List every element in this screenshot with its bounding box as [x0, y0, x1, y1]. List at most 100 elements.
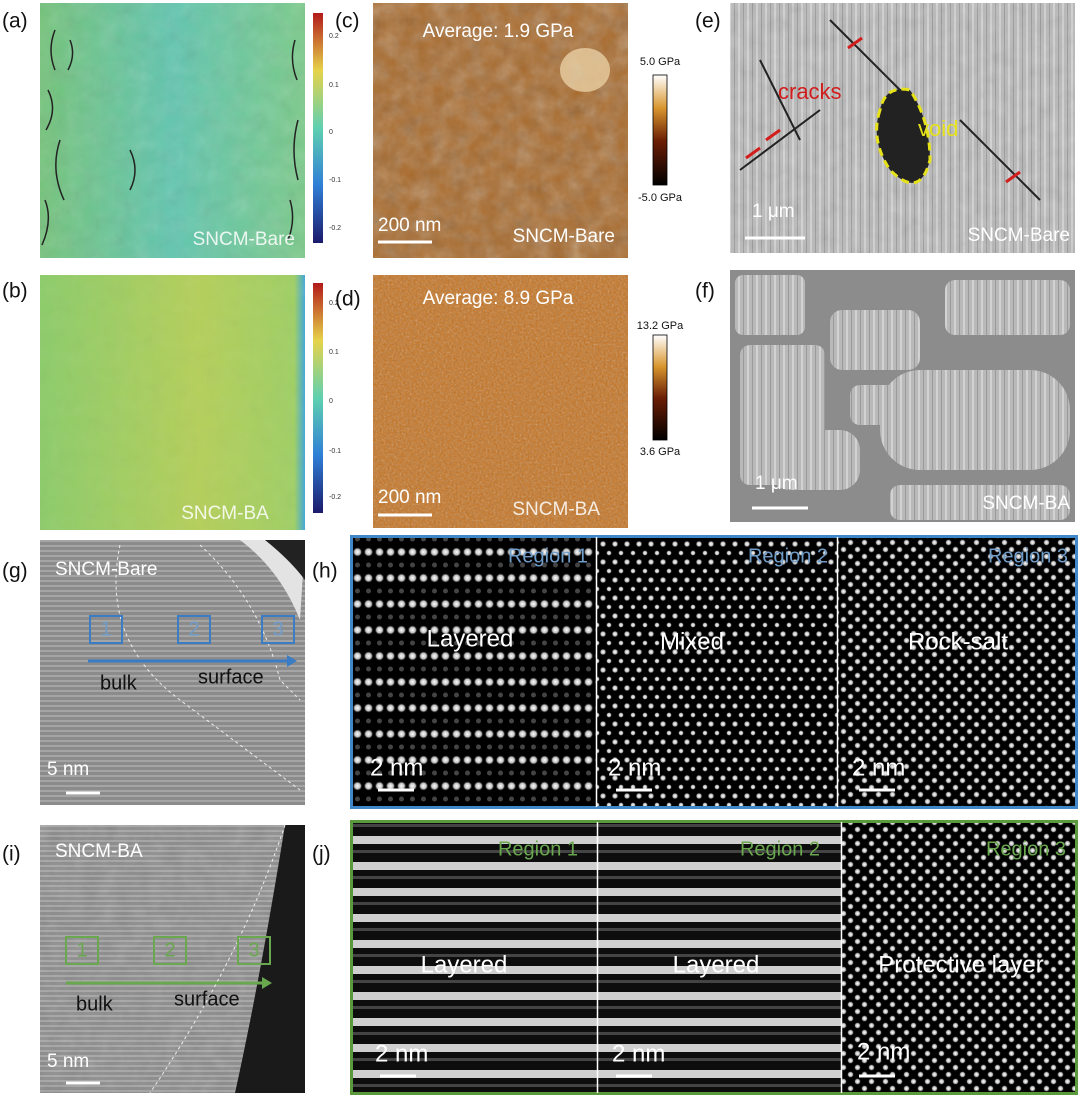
texture	[373, 3, 628, 258]
cracks-label: cracks	[778, 79, 842, 104]
surface-label: surface	[198, 666, 264, 688]
region-number: 3	[248, 939, 259, 961]
crack-arrows	[745, 36, 1021, 184]
sample-label: SNCM-BA	[512, 499, 600, 520]
arrow-head	[287, 655, 297, 667]
boundary-line	[149, 824, 286, 1094]
colorbar-tick: -0.1	[329, 177, 341, 184]
scale-bar-label: 200 nm	[378, 487, 441, 508]
panel-label: (i)	[2, 843, 21, 866]
region-title: Region 3	[988, 545, 1068, 567]
texture	[373, 275, 628, 528]
panel-label: (b)	[2, 280, 28, 303]
colorbar-min: 3.6 GPa	[640, 446, 681, 458]
arrow-head	[262, 977, 272, 989]
surface-label: surface	[174, 988, 240, 1010]
panel-label: (e)	[695, 10, 721, 33]
texture	[40, 275, 305, 530]
bulk-label: bulk	[76, 993, 114, 1015]
sample-label: SNCM-BA	[982, 493, 1070, 514]
haadf-image	[597, 537, 837, 807]
crack-lines	[41, 29, 299, 246]
colorbar-tick: 0.2	[329, 300, 339, 307]
grains	[735, 275, 1070, 520]
bulk-label: bulk	[100, 672, 138, 694]
panel-label: (a)	[2, 10, 28, 33]
average: Average: 1.9 GPa	[423, 21, 574, 42]
vacuum	[265, 540, 305, 580]
haadf-image	[598, 822, 841, 1093]
colorbar	[652, 334, 668, 441]
scale-bar-label: 2 nm	[857, 1038, 910, 1065]
colorbar-tick: 0.1	[329, 82, 339, 89]
scale-bar-label: 5 nm	[47, 1051, 89, 1072]
scale-bar-label: 2 nm	[608, 754, 661, 781]
region-number: 3	[272, 618, 283, 640]
scale-bar-label: 1 μm	[752, 201, 795, 222]
colorbar	[313, 13, 323, 243]
scale-bar-label: 2 nm	[370, 754, 423, 781]
panel-label: (d)	[335, 288, 361, 311]
colorbar-tick: 0	[329, 398, 333, 405]
panel-label: (j)	[312, 843, 331, 866]
panel-label: (f)	[695, 280, 715, 303]
region-title: Region 2	[748, 545, 828, 567]
scale-bar-label: 2 nm	[852, 754, 905, 781]
phase-label: Layered	[673, 951, 760, 978]
region-boxes	[65, 936, 271, 965]
haadf-image	[352, 537, 596, 807]
void-outline	[875, 87, 932, 185]
haadf-image	[838, 537, 1076, 807]
region-number: 1	[76, 939, 87, 961]
frame	[350, 820, 1078, 1095]
boundary-lines	[115, 544, 301, 791]
sample-label: SNCM-BA	[181, 503, 269, 524]
scale-bar-label: 200 nm	[378, 215, 441, 236]
colorbar-tick: -0.2	[329, 494, 341, 501]
sample-label: SNCM-Bare	[513, 226, 615, 247]
colorbar-tick: 0.2	[329, 33, 339, 40]
panel-label: (h)	[312, 560, 338, 583]
haadf-image	[842, 822, 1076, 1093]
colorbar-tick: 0	[329, 129, 333, 136]
region-boxes	[89, 615, 295, 644]
colorbar-max: 5.0 GPa	[640, 56, 681, 68]
phase-label: Layered	[427, 625, 514, 652]
colorbar	[313, 283, 323, 513]
sample-label: SNCM-Bare	[55, 559, 157, 580]
region-number: 1	[100, 618, 111, 640]
region-number: 2	[188, 618, 199, 640]
phase-label: Mixed	[660, 628, 724, 655]
phase-label: Protective layer	[878, 951, 1043, 978]
colorbar-max: 13.2 GPa	[637, 320, 684, 332]
region-title: Region 1	[508, 545, 588, 567]
crack-lines	[739, 19, 1041, 201]
scale-bar-label: 2 nm	[375, 1040, 428, 1067]
colorbar-tick: -0.2	[329, 225, 341, 232]
region-title: Region 3	[986, 838, 1066, 860]
sample-label: SNCM-Bare	[193, 229, 295, 250]
panel-label: (c)	[335, 10, 360, 33]
colorbar-min: -5.0 GPa	[638, 192, 683, 204]
region-number: 2	[164, 939, 175, 961]
colorbar-tick: 0.1	[329, 349, 339, 356]
sample-label: SNCM-BA	[55, 841, 143, 862]
texture	[40, 3, 305, 258]
panel-label: (g)	[2, 560, 28, 583]
bright-grain	[560, 48, 610, 92]
scale-bar-label: 5 nm	[47, 759, 89, 780]
region-title: Region 1	[498, 838, 578, 860]
frame	[350, 535, 1078, 809]
colorbar-tick: -0.1	[329, 448, 341, 455]
colorbar	[652, 74, 668, 186]
scale-bar-label: 2 nm	[612, 1040, 665, 1067]
phase-label: Layered	[421, 951, 508, 978]
average: Average: 8.9 GPa	[423, 288, 574, 309]
phase-label: Rock-salt	[908, 628, 1008, 655]
void-label: void	[918, 116, 958, 141]
haadf-image	[352, 822, 597, 1093]
scale-bar-label: 1 μm	[755, 473, 798, 494]
region-title: Region 2	[740, 838, 820, 860]
sample-label: SNCM-Bare	[968, 225, 1070, 246]
